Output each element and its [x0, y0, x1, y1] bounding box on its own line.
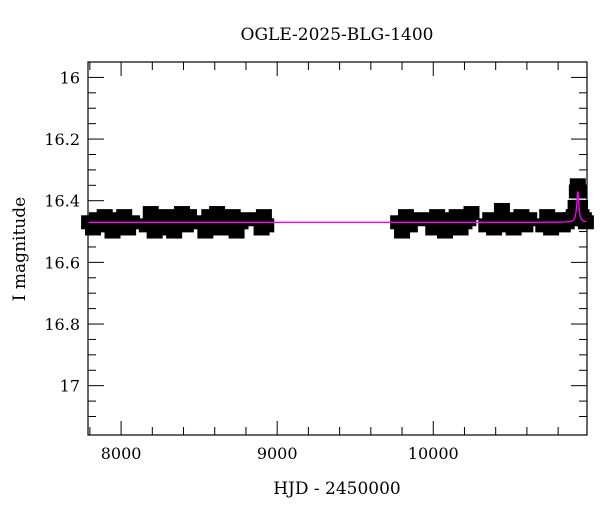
plot-frame	[87, 61, 588, 436]
y-tick-label: 16.6	[44, 253, 80, 272]
y-axis-label: I magnitude	[10, 197, 30, 301]
data-point	[521, 212, 538, 227]
y-tick-label: 16.4	[44, 192, 80, 211]
data-point	[405, 212, 422, 227]
model-curve	[88, 191, 587, 223]
data-points	[81, 178, 594, 239]
y-tick-label: 16.8	[44, 315, 80, 334]
y-tick-label: 16	[60, 68, 80, 87]
data-point	[258, 218, 275, 233]
axis-ticks: 8000 9000 10000 16 16.2 16.4 16.6 16.8 17	[44, 61, 587, 463]
y-tick-label: 16.2	[44, 130, 80, 149]
x-tick-label: 9000	[257, 444, 298, 463]
y-tick-label: 17	[60, 377, 80, 396]
x-tick-label: 8000	[101, 444, 142, 463]
x-axis-label: HJD - 2450000	[273, 479, 401, 499]
data-point	[236, 212, 253, 227]
data-point	[180, 209, 197, 224]
data-point	[463, 206, 480, 221]
chart-title: OGLE-2025-BLG-1400	[241, 25, 434, 45]
x-tick-label: 10000	[408, 444, 459, 463]
data-point	[570, 184, 587, 199]
